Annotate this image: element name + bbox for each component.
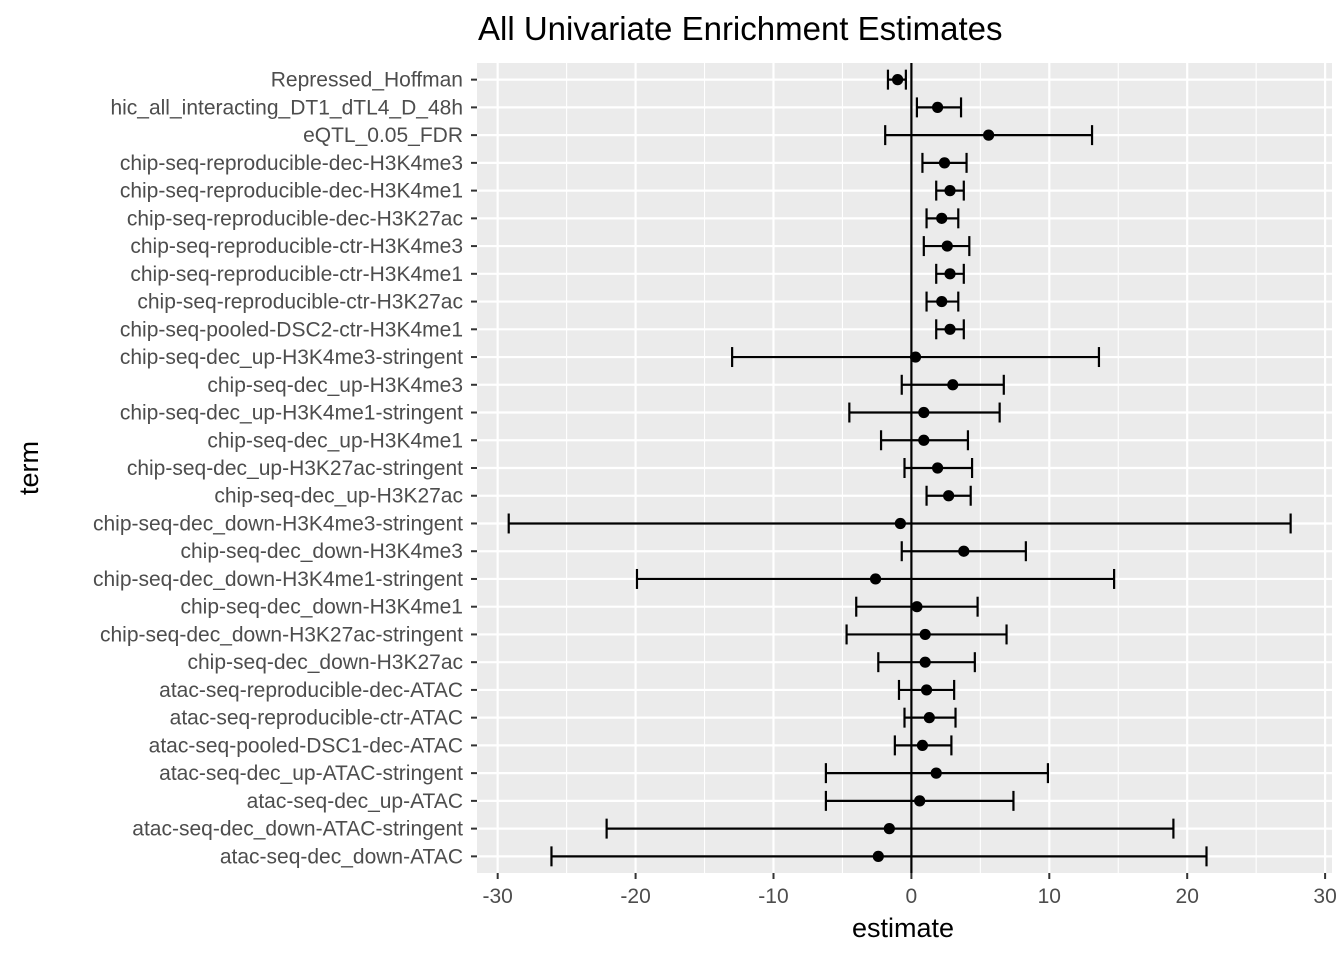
x-tick-label: 0 [906, 885, 918, 908]
y-tick-label: atac-seq-dec_up-ATAC-stringent [159, 762, 463, 785]
estimate-points [869, 74, 995, 862]
y-tick-label: chip-seq-dec_up-H3K4me1 [207, 429, 463, 452]
y-tick-label: chip-seq-reproducible-dec-H3K4me3 [120, 152, 463, 175]
y-tick-label: chip-seq-pooled-DSC2-ctr-H3K4me1 [120, 318, 463, 341]
estimate-point [938, 157, 951, 169]
estimate-point [923, 712, 935, 724]
y-tick-label: atac-seq-dec_up-ATAC [247, 790, 463, 813]
estimate-point [918, 434, 930, 446]
estimate-point [911, 601, 923, 613]
plot-area [477, 63, 1332, 873]
x-tick-label: 10 [1038, 885, 1061, 908]
x-axis-title: estimate [852, 913, 954, 943]
estimate-point [944, 185, 956, 197]
estimate-point [983, 129, 995, 141]
y-tick-label: chip-seq-reproducible-ctr-H3K4me3 [130, 235, 463, 258]
y-tick-label: eQTL_0.05_FDR [303, 124, 463, 147]
y-tick-label: chip-seq-dec_down-H3K4me3-stringent [93, 512, 463, 535]
y-tick-label: chip-seq-dec_down-H3K4me1-stringent [93, 568, 463, 591]
x-axis: -30 -20 -10 0 10 20 30 [483, 873, 1337, 908]
y-tick-label: chip-seq-reproducible-ctr-H3K4me1 [130, 263, 463, 286]
estimate-point [919, 628, 931, 641]
y-tick-label: chip-seq-dec_up-H3K4me3 [207, 374, 463, 397]
y-tick-label: chip-seq-dec_down-H3K4me1 [181, 596, 464, 619]
y-tick-label: chip-seq-dec_up-H3K27ac [214, 485, 463, 508]
estimate-point [909, 351, 922, 363]
y-tick-label: chip-seq-dec_down-H3K27ac-stringent [100, 623, 463, 646]
x-tick-label: 30 [1313, 885, 1336, 908]
y-tick-label: chip-seq-reproducible-dec-H3K4me1 [120, 180, 463, 203]
estimate-point [936, 295, 948, 308]
estimate-point [930, 767, 942, 779]
y-tick-label: chip-seq-dec_down-H3K4me3 [181, 540, 464, 563]
estimate-point [931, 462, 944, 474]
estimate-point [958, 545, 970, 557]
y-axis: Repressed_Hoffman hic_all_interacting_DT1… [93, 69, 477, 868]
grid-major [477, 63, 1332, 873]
y-tick-label: chip-seq-dec_up-H3K27ac-stringent [127, 457, 463, 480]
y-tick-label: atac-seq-reproducible-dec-ATAC [159, 679, 463, 702]
y-axis-title: term [14, 441, 44, 495]
estimate-point [944, 268, 956, 280]
estimate-point [941, 240, 953, 252]
y-tick-label: hic_all_interacting_DT1_dTL4_D_48h [110, 96, 463, 119]
estimate-point [943, 490, 955, 502]
estimate-point [936, 212, 948, 224]
y-tick-label: atac-seq-pooled-DSC1-dec-ATAC [149, 734, 463, 757]
y-tick-label: atac-seq-dec_down-ATAC-stringent [132, 818, 463, 841]
estimate-point [892, 74, 904, 86]
estimate-point [920, 684, 933, 696]
estimate-point [883, 823, 895, 835]
y-tick-label: atac-seq-dec_down-ATAC [220, 845, 463, 868]
y-tick-label: chip-seq-dec_up-H3K4me3-stringent [120, 346, 463, 369]
x-tick-label: 20 [1176, 885, 1199, 908]
estimate-point [872, 850, 884, 862]
estimate-point [914, 795, 926, 807]
x-tick-label: -20 [620, 885, 650, 908]
estimate-point [918, 406, 930, 419]
estimate-point [947, 379, 959, 391]
x-tick-label: -10 [758, 885, 788, 908]
estimate-point [869, 573, 882, 585]
estimate-point [919, 656, 931, 668]
estimate-point [931, 101, 944, 113]
x-tick-label: -30 [483, 885, 513, 908]
y-tick-label: Repressed_Hoffman [271, 69, 463, 92]
y-tick-label: atac-seq-reproducible-ctr-ATAC [170, 707, 463, 730]
estimate-point [894, 517, 906, 530]
y-tick-label: chip-seq-dec_up-H3K4me1-stringent [120, 402, 463, 425]
y-tick-label: chip-seq-dec_down-H3K27ac [188, 651, 464, 674]
y-tick-label: chip-seq-reproducible-dec-H3K27ac [127, 207, 463, 230]
estimate-point [944, 323, 956, 335]
estimate-point [916, 739, 929, 751]
chart-title: All Univariate Enrichment Estimates [478, 10, 1003, 47]
y-tick-label: chip-seq-reproducible-ctr-H3K27ac [137, 291, 463, 314]
